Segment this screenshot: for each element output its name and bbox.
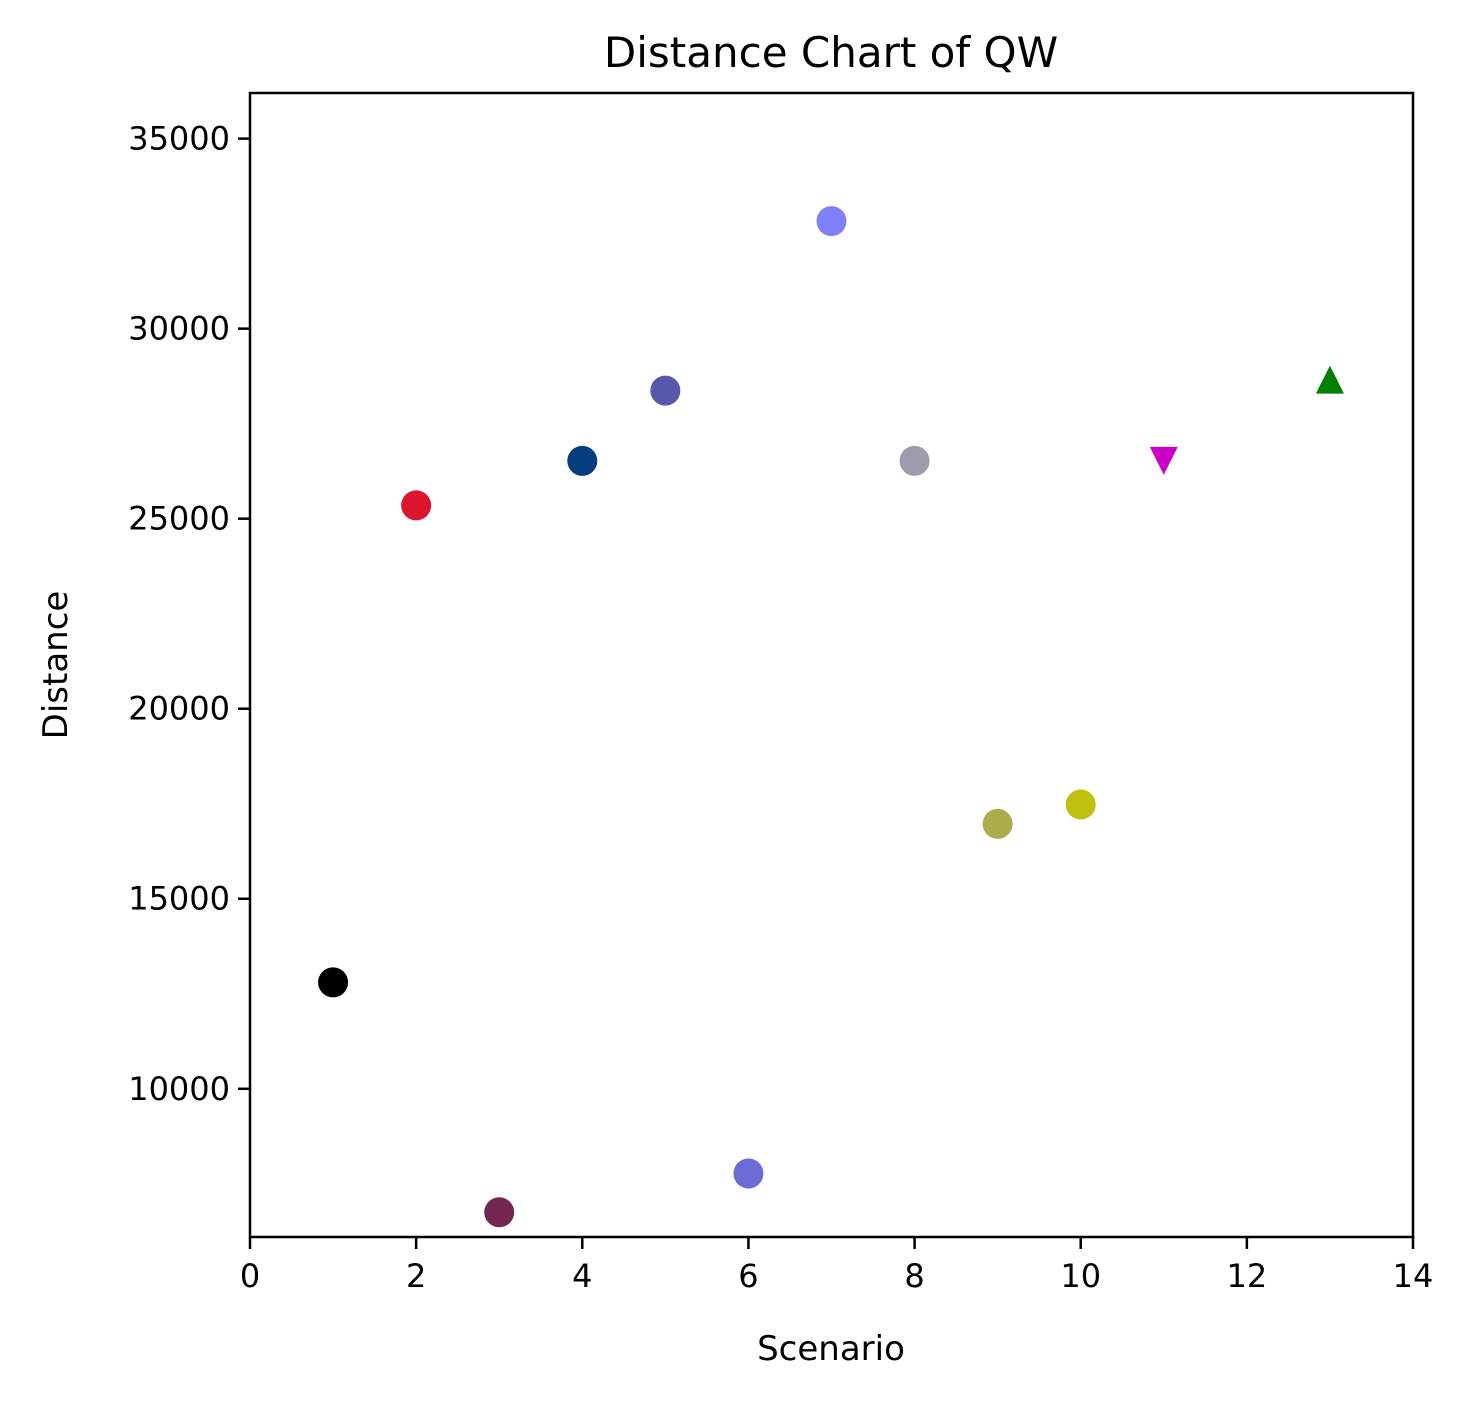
x-axis-ticks: 0 2 4 6 8 10 12 14	[240, 1237, 1434, 1295]
plot-area	[318, 206, 1344, 1228]
y-tick-label: 30000	[128, 310, 230, 348]
x-tick-label: 0	[240, 1257, 260, 1295]
data-point	[816, 206, 847, 237]
data-point-triangle-down	[1149, 446, 1178, 475]
y-tick-label: 10000	[128, 1070, 230, 1108]
data-point	[982, 808, 1013, 839]
x-tick-label: 12	[1226, 1257, 1267, 1295]
chart-title: Distance Chart of QW	[604, 28, 1058, 77]
y-axis-ticks: 10000 15000 20000 25000 30000 35000	[128, 120, 250, 1108]
data-point-triangle-up	[1315, 365, 1344, 394]
y-tick-label: 20000	[128, 690, 230, 728]
data-point	[401, 490, 432, 521]
x-tick-label: 14	[1393, 1257, 1434, 1295]
x-axis-label: Scenario	[757, 1329, 905, 1369]
x-tick-label: 10	[1060, 1257, 1101, 1295]
data-point	[899, 445, 930, 476]
data-point	[318, 967, 349, 998]
y-axis-label: Distance	[36, 591, 76, 740]
x-tick-label: 8	[904, 1257, 924, 1295]
data-point	[650, 375, 681, 406]
y-tick-label: 35000	[128, 120, 230, 158]
data-point	[484, 1197, 515, 1228]
x-tick-label: 6	[738, 1257, 758, 1295]
x-tick-label: 4	[572, 1257, 592, 1295]
x-tick-label: 2	[406, 1257, 426, 1295]
plot-frame	[248, 91, 1415, 1239]
y-tick-label: 15000	[128, 880, 230, 918]
data-point	[733, 1158, 764, 1189]
data-point	[567, 445, 598, 476]
y-tick-label: 25000	[128, 500, 230, 538]
data-point	[1065, 789, 1096, 820]
